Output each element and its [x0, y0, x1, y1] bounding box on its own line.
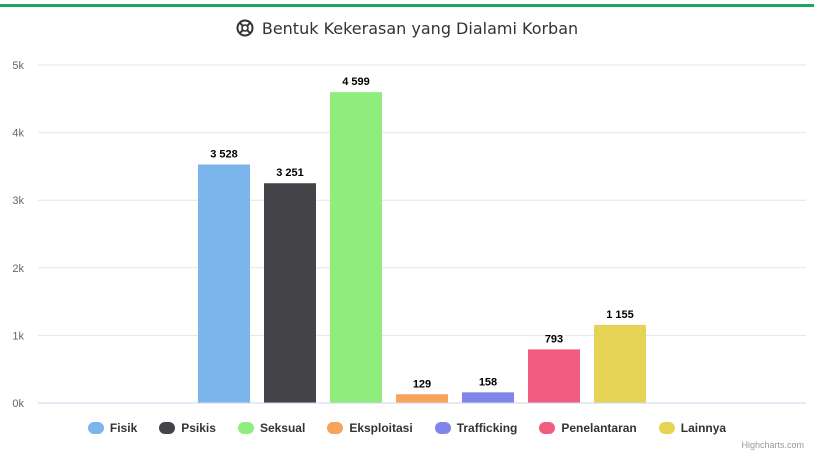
- legend-label: Trafficking: [456, 421, 518, 435]
- grid-lines: [38, 64, 806, 336]
- legend-label: Eksploitasi: [349, 421, 413, 435]
- legend-swatch: [539, 422, 556, 434]
- y-tick-label: 3k: [12, 195, 24, 207]
- lifebuoy-icon: [236, 19, 254, 37]
- data-labels: 3 528 3 251 4 599 129 158 793 1 155: [210, 76, 634, 390]
- bar-trafficking[interactable]: [462, 392, 514, 403]
- legend-item-lainnya[interactable]: Lainnya: [658, 421, 727, 435]
- legend-label: Psikis: [181, 421, 216, 435]
- y-tick-label: 5k: [12, 60, 24, 72]
- legend-item-psikis[interactable]: Psikis: [159, 421, 216, 435]
- legend-swatch: [327, 422, 344, 434]
- data-label-fisik: 3 528: [210, 149, 238, 161]
- bar-psikis[interactable]: [264, 183, 316, 403]
- data-label-psikis: 3 251: [276, 167, 304, 179]
- legend-item-eksploitasi[interactable]: Eksploitasi: [327, 421, 413, 435]
- top-accent-rule: [0, 4, 814, 7]
- data-label-penelantaran: 793: [545, 333, 563, 345]
- data-label-trafficking: 158: [479, 376, 497, 388]
- data-label-seksual: 4 599: [342, 76, 370, 88]
- legend-swatch: [434, 422, 451, 434]
- credits-text[interactable]: Highcharts.com: [741, 440, 804, 450]
- bar-lainnya[interactable]: [594, 324, 646, 403]
- y-axis-ticks: 0k 1k 2k 3k 4k 5k: [12, 60, 24, 410]
- legend-swatch: [87, 422, 104, 434]
- y-tick-label: 2k: [12, 263, 24, 275]
- y-tick-label: 1k: [12, 330, 24, 342]
- legend-item-penelantaran[interactable]: Penelantaran: [539, 421, 637, 435]
- bar-seksual[interactable]: [330, 92, 382, 403]
- data-label-lainnya: 1 155: [606, 309, 634, 321]
- legend: Fisik Psikis Seksual Eksploitasi Trafficking…: [0, 418, 814, 438]
- bar-eksploitasi[interactable]: [396, 394, 448, 403]
- legend-swatch: [237, 422, 254, 434]
- legend-label: Seksual: [259, 421, 306, 435]
- bar-fisik[interactable]: [198, 164, 250, 403]
- legend-swatch: [658, 422, 675, 434]
- bar-penelantaran[interactable]: [528, 349, 580, 403]
- legend-item-seksual[interactable]: Seksual: [237, 421, 306, 435]
- y-tick-label: 4k: [12, 128, 24, 140]
- y-tick-label: 0k: [12, 398, 24, 410]
- legend-item-trafficking[interactable]: Trafficking: [434, 421, 518, 435]
- data-label-eksploitasi: 129: [413, 378, 431, 390]
- legend-label: Fisik: [109, 421, 138, 435]
- legend-label: Penelantaran: [561, 421, 637, 435]
- bars: [198, 92, 646, 403]
- chart-title: Bentuk Kekerasan yang Dialami Korban: [0, 15, 814, 41]
- legend-swatch: [159, 422, 176, 434]
- chart-title-text: Bentuk Kekerasan yang Dialami Korban: [261, 18, 579, 38]
- legend-label: Lainnya: [680, 421, 727, 435]
- legend-item-fisik[interactable]: Fisik: [87, 421, 138, 435]
